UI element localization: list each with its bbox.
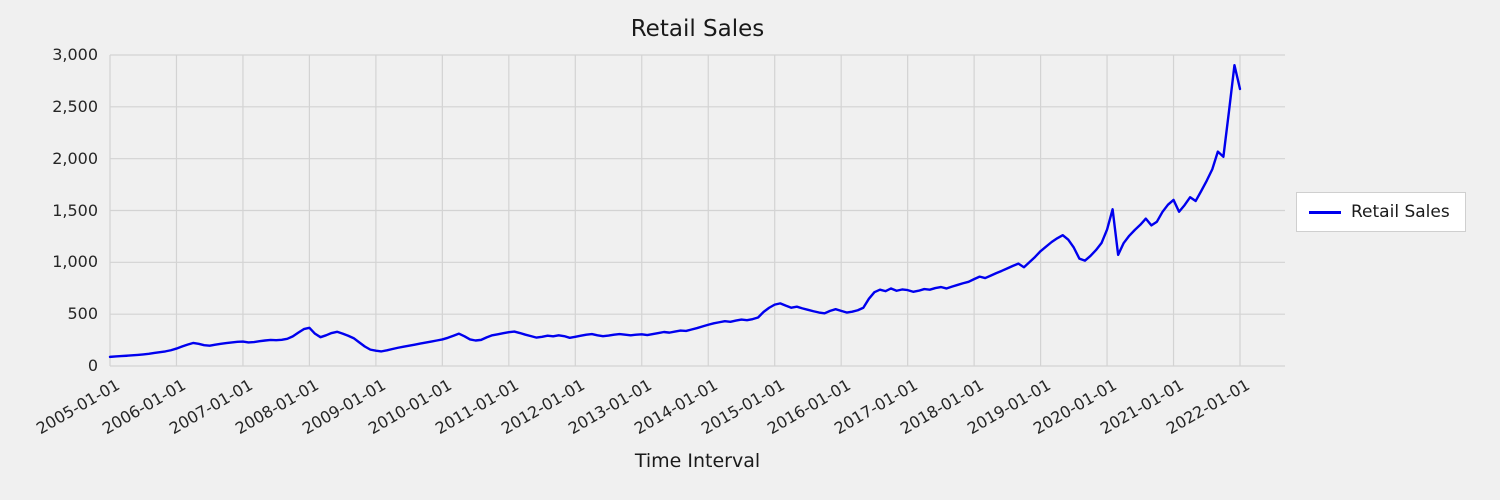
y-tick-label: 2,000 — [52, 148, 98, 168]
chart-title: Retail Sales — [630, 16, 765, 42]
legend-line-swatch — [1309, 210, 1341, 214]
y-tick-label: 3,000 — [52, 45, 98, 64]
x-axis-title: Time Interval — [634, 450, 761, 472]
y-tick-label: 1,000 — [52, 252, 98, 272]
y-tick-label: 1,500 — [52, 200, 98, 220]
y-tick-label: 2,500 — [52, 96, 98, 116]
y-tick-label: 500 — [67, 304, 98, 324]
legend: Retail Sales — [1296, 192, 1466, 232]
y-tick-label: 0 — [87, 356, 98, 375]
retail-sales-line — [108, 63, 1242, 359]
legend-label: Retail Sales — [1351, 202, 1450, 222]
